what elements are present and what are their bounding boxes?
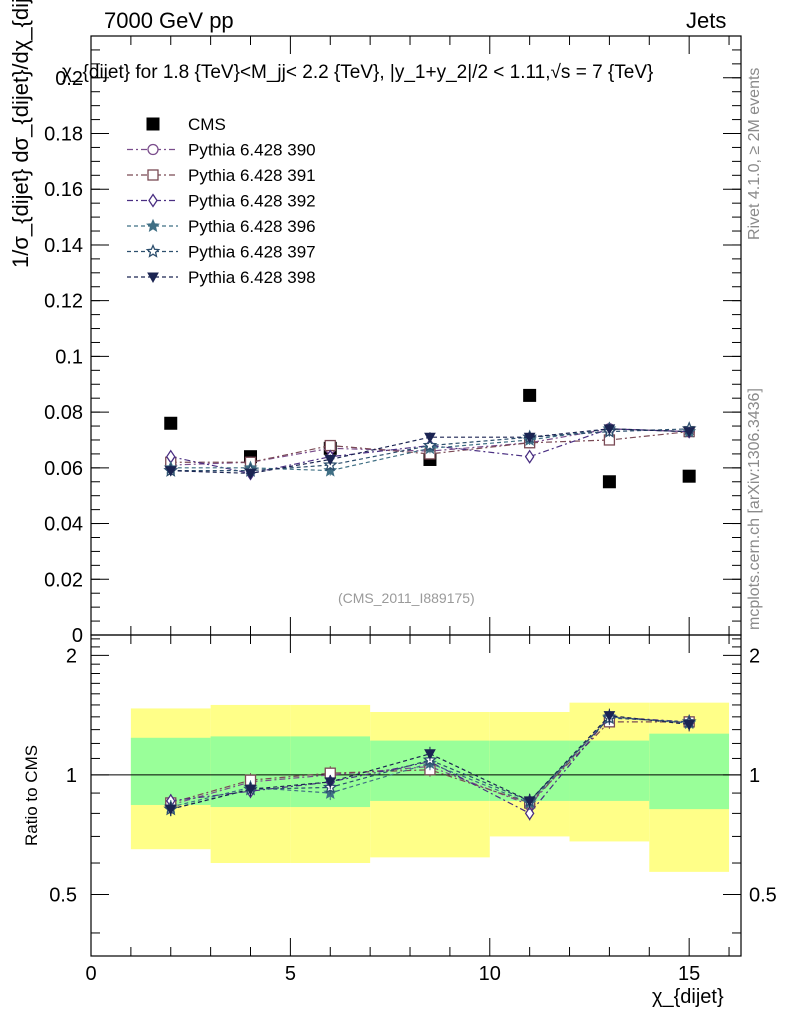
y-tick-label: 0.08 [44, 402, 83, 424]
energy-label: 7000 GeV pp [104, 8, 234, 33]
data-point [164, 466, 177, 477]
legend-marker [145, 243, 161, 258]
legend-item: Pythia 6.428 398 [127, 268, 316, 287]
ratio-y-tick-label-right: 1 [749, 765, 760, 787]
y-tick-label: 0.02 [44, 569, 83, 591]
data-point [164, 416, 178, 430]
data-point [524, 449, 535, 464]
green-band [569, 740, 650, 801]
y-tick-label: 0.16 [44, 179, 83, 201]
ratio-bands [130, 702, 730, 872]
data-point [682, 469, 696, 483]
ratio-y-tick-label: 0.5 [49, 884, 77, 906]
data-point [523, 388, 537, 402]
y-tick-label: 0.06 [44, 458, 83, 480]
main-ticks: 0 0.02 0.04 0.06 0.08 0.1 0.12 0.14 0.16 0.18 0.2 [44, 36, 741, 647]
x-tick-label: 15 [678, 963, 700, 985]
ratio-y-tick-label: 1 [66, 765, 77, 787]
data-point [324, 454, 337, 466]
legend-label: Pythia 6.428 397 [188, 243, 316, 262]
legend-marker [146, 218, 160, 232]
green-band [489, 740, 570, 801]
ratio-x-axis-label: χ_{dijet} [652, 986, 724, 1008]
legend-marker [148, 193, 158, 208]
legend-label: Pythia 6.428 396 [188, 217, 316, 236]
legend-item: CMS [146, 115, 226, 134]
analysis-watermark: (CMS_2011_I889175) [338, 590, 475, 606]
ratio-point [424, 749, 436, 760]
y-tick-label: 0.18 [44, 124, 83, 146]
ratio-y-tick-label-right: 2 [749, 645, 760, 667]
y-tick-label: 0.12 [44, 291, 83, 313]
legend: CMS Pythia 6.428 390 Pythia 6.428 391 Pythi… [127, 115, 316, 287]
legend-marker [146, 117, 160, 131]
ratio-y-tick-label: 2 [66, 645, 77, 667]
legend-marker [147, 169, 159, 181]
ratio-point [603, 711, 616, 722]
legend-label: Pythia 6.428 392 [188, 192, 316, 211]
y-tick-label: 0.1 [55, 346, 83, 368]
ratio-point [683, 719, 696, 731]
series-pythia-6-428-398 [164, 423, 696, 480]
legend-label: CMS [188, 115, 226, 134]
ratio-series [163, 708, 697, 821]
ratio-point [164, 804, 177, 816]
legend-item: Pythia 6.428 390 [127, 141, 316, 160]
data-point [523, 432, 536, 444]
legend-item: Pythia 6.428 392 [127, 192, 316, 211]
y-tick-label: 0.14 [44, 235, 83, 257]
y-tick-label: 0 [72, 625, 83, 647]
category-label: Jets [686, 8, 727, 33]
ratio-ticks: 0 5 10 15 0.5 0.5 1 1 2 2 [49, 635, 777, 985]
ratio-point [523, 796, 536, 807]
data-point [603, 424, 616, 435]
legend-marker [147, 143, 159, 156]
data-point [422, 437, 438, 452]
x-tick-label: 10 [479, 963, 501, 985]
legend-label: Pythia 6.428 390 [188, 141, 316, 160]
y-tick-label: 0.04 [44, 514, 83, 536]
legend-marker [147, 272, 159, 284]
legend-label: Pythia 6.428 398 [188, 268, 316, 287]
y-tick-label: 0.2 [55, 68, 83, 90]
ratio-frame-rect [90, 634, 742, 957]
legend-item: Pythia 6.428 396 [127, 217, 316, 236]
legend-item: Pythia 6.428 397 [127, 243, 316, 262]
x-tick-label: 5 [285, 963, 296, 985]
legend-item: Pythia 6.428 391 [127, 166, 316, 185]
ratio-point [524, 806, 535, 821]
x-tick-label: 0 [85, 963, 96, 985]
ratio-y-tick-label-right: 0.5 [749, 884, 777, 906]
data-point [244, 468, 257, 480]
main-series [163, 388, 697, 489]
data-point [683, 427, 696, 438]
legend-label: Pythia 6.428 391 [188, 166, 316, 185]
ratio-plot-frame [90, 634, 742, 957]
data-point [602, 475, 616, 489]
data-point [424, 432, 436, 444]
data-point [324, 439, 336, 452]
ratio-series-pythia-6-428-398 [164, 708, 696, 817]
plot-title: χ_{dijet} for 1.8 {TeV}<M_jj< 2.2 {TeV},… [62, 62, 654, 83]
ratio-point [244, 784, 257, 796]
ratio-point [324, 777, 337, 788]
green-band [649, 733, 730, 810]
